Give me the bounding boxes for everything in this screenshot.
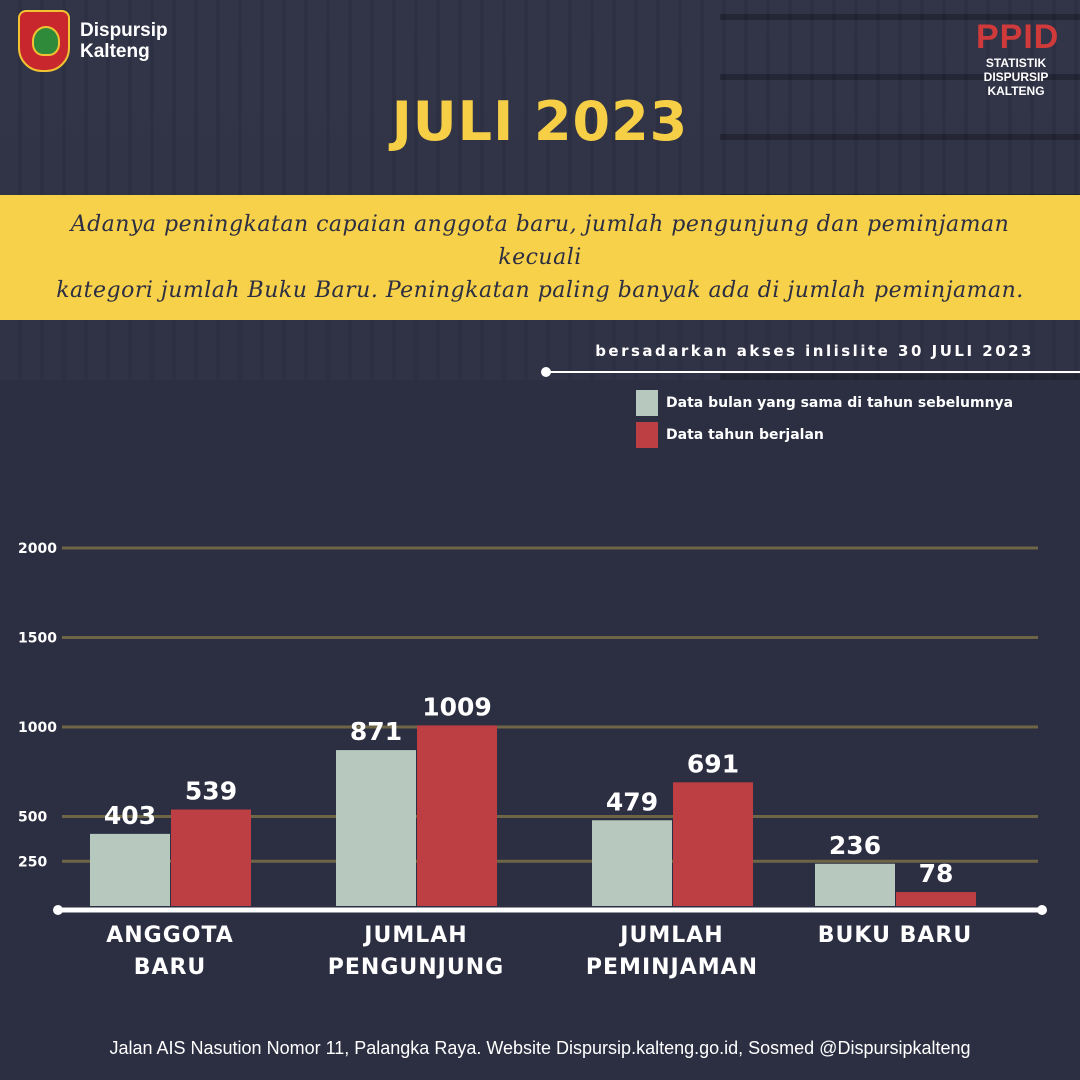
chart-legend: Data bulan yang sama di tahun sebelumnya…: [636, 390, 1013, 454]
legend-label-previous: Data bulan yang sama di tahun sebelumnya: [666, 395, 1014, 411]
bar-previous-1: [336, 750, 416, 906]
summary-line1: Adanya peningkatan capaian anggota baru,…: [70, 212, 1010, 270]
bar-value-current-2: 691: [687, 749, 739, 778]
y-tick-label-1000: 1000: [18, 720, 57, 736]
bar-value-current-3: 78: [919, 859, 954, 888]
bar-current-1: [417, 725, 497, 906]
summary-banner: Adanya peningkatan capaian anggota baru,…: [0, 195, 1080, 320]
legend-item-current: Data tahun berjalan: [636, 422, 1013, 448]
bar-value-previous-2: 479: [606, 787, 658, 816]
bar-value-current-0: 539: [185, 777, 237, 806]
bar-value-current-1: 1009: [422, 692, 492, 721]
bar-value-previous-1: 871: [350, 717, 402, 746]
category-label-2-0: JUMLAH: [618, 923, 723, 948]
y-tick-label-250: 250: [18, 854, 47, 870]
ppid-title: PPID: [976, 18, 1060, 56]
page-title: JULI 2023: [391, 90, 689, 153]
bar-current-0: [171, 809, 251, 906]
source-underline: [546, 371, 1080, 373]
logo-line2: Kalteng: [80, 41, 150, 62]
summary-text: Adanya peningkatan capaian anggota baru,…: [50, 208, 1030, 307]
bar-chart: 250 500 1000 1500 2000 403 871 479 236 539 1009 691…: [18, 541, 1047, 980]
ppid-sub1: STATISTIK: [985, 56, 1047, 70]
bar-current-2: [673, 782, 753, 906]
dispursip-logo: Dispursip Kalteng: [18, 10, 168, 72]
logo-line1: Dispursip: [80, 20, 168, 41]
footer-address: Jalan AIS Nasution Nomor 11, Palangka Ra…: [109, 1038, 971, 1058]
ppid-badge: PPID STATISTIK DISPURSIP KALTENG: [976, 18, 1060, 98]
category-label-1-1: PENGUNJUNG: [328, 955, 504, 980]
y-tick-label-1500: 1500: [18, 631, 57, 647]
bar-current-3: [896, 892, 976, 906]
logo-text: Dispursip Kalteng: [80, 20, 168, 62]
legend-swatch-previous: [636, 390, 658, 416]
bar-previous-0: [90, 833, 170, 906]
ppid-sub3: KALTENG: [987, 84, 1045, 98]
y-tick-label-2000: 2000: [18, 541, 57, 557]
category-label-3-0: BUKU BARU: [818, 923, 972, 948]
summary-line2: kategori jumlah Buku Baru. Peningkatan p…: [56, 278, 1024, 303]
category-label-2-1: PEMINJAMAN: [586, 955, 758, 980]
bar-previous-2: [592, 820, 672, 906]
bar-value-previous-3: 236: [829, 831, 881, 860]
y-tick-label-500: 500: [18, 810, 47, 826]
category-label-0-0: ANGGOTA: [106, 923, 234, 948]
bar-previous-3: [815, 863, 895, 906]
source-dot: [541, 367, 551, 377]
kalteng-emblem-icon: [18, 10, 70, 72]
category-label-0-1: BARU: [134, 955, 207, 980]
category-label-1-0: JUMLAH: [362, 923, 467, 948]
legend-item-previous: Data bulan yang sama di tahun sebelumnya: [636, 390, 1013, 416]
legend-label-current: Data tahun berjalan: [666, 427, 824, 443]
x-axis-dot-right: [1037, 905, 1047, 915]
ppid-sub2: DISPURSIP: [983, 70, 1049, 84]
bar-value-previous-0: 403: [104, 801, 156, 830]
legend-swatch-current: [636, 422, 658, 448]
x-axis-dot-left: [53, 905, 63, 915]
source-note: bersadarkan akses inlislite 30 JULI 2023: [595, 342, 1034, 360]
